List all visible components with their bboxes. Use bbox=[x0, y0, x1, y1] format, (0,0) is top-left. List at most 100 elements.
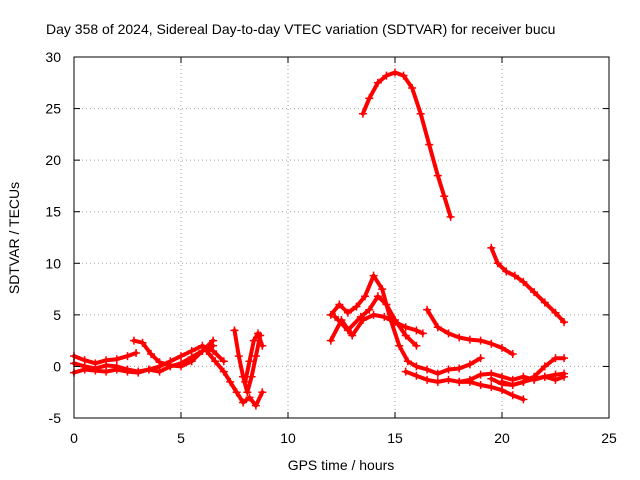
data-point bbox=[416, 109, 425, 118]
y-tick-label: 0 bbox=[53, 358, 61, 374]
y-axis-title: SDTVAR / TECUs bbox=[6, 182, 22, 294]
data-point bbox=[326, 336, 335, 345]
series-arc-3 bbox=[129, 336, 218, 371]
data-point bbox=[138, 338, 147, 347]
series-arc-1 bbox=[70, 349, 141, 368]
data-point bbox=[519, 395, 528, 404]
series-track bbox=[360, 70, 453, 219]
data-point bbox=[508, 350, 517, 359]
data-point bbox=[401, 367, 410, 376]
data-point bbox=[123, 352, 132, 361]
data-point bbox=[433, 369, 442, 378]
data-point bbox=[241, 377, 250, 386]
data-point bbox=[335, 300, 344, 309]
data-point bbox=[187, 346, 196, 355]
data-point bbox=[378, 285, 387, 294]
data-point bbox=[425, 140, 434, 149]
data-point bbox=[440, 192, 449, 201]
data-point bbox=[391, 316, 399, 325]
data-point bbox=[245, 357, 254, 366]
data-point bbox=[369, 271, 378, 280]
data-point bbox=[493, 259, 502, 268]
data-point bbox=[230, 326, 239, 335]
y-tick-label: -5 bbox=[49, 410, 62, 426]
data-point bbox=[132, 349, 141, 358]
data-point bbox=[401, 323, 410, 332]
data-point bbox=[365, 305, 374, 314]
data-point bbox=[258, 388, 267, 397]
data-point bbox=[226, 377, 235, 386]
data-point bbox=[487, 374, 496, 383]
y-tick-label: 25 bbox=[45, 101, 61, 117]
data-point bbox=[455, 333, 464, 342]
data-point bbox=[476, 370, 485, 379]
data-point bbox=[455, 377, 464, 386]
series-arc-12 bbox=[423, 305, 517, 359]
data-point bbox=[551, 308, 560, 317]
x-tick-label: 25 bbox=[601, 430, 617, 446]
data-point bbox=[258, 341, 267, 350]
data-point bbox=[251, 401, 260, 410]
data-point bbox=[412, 341, 421, 350]
series-arc-14 bbox=[487, 243, 569, 327]
y-tick-label: 20 bbox=[45, 152, 61, 168]
data-point bbox=[433, 377, 442, 386]
data-point bbox=[254, 329, 263, 338]
data-point bbox=[403, 357, 412, 366]
data-point bbox=[519, 277, 528, 286]
data-point bbox=[202, 346, 211, 355]
data-point bbox=[352, 302, 361, 311]
data-point bbox=[177, 362, 185, 371]
data-point bbox=[412, 362, 421, 371]
data-point bbox=[369, 310, 378, 319]
chart-title: Day 358 of 2024, Sidereal Day-to-day VTE… bbox=[46, 21, 555, 37]
data-point bbox=[433, 323, 442, 332]
data-point bbox=[112, 362, 121, 371]
plot-frame bbox=[73, 56, 610, 419]
data-point bbox=[465, 375, 474, 384]
data-point bbox=[401, 331, 410, 340]
x-tick-label: 5 bbox=[177, 430, 185, 446]
data-point bbox=[551, 354, 560, 363]
series-track bbox=[333, 294, 419, 348]
x-axis-title: GPS time / hours bbox=[288, 457, 395, 473]
data-point bbox=[508, 380, 517, 389]
axis-ticks bbox=[73, 56, 610, 419]
data-point bbox=[399, 71, 408, 80]
data-point bbox=[560, 369, 569, 378]
data-point bbox=[91, 364, 100, 373]
data-point bbox=[455, 364, 464, 373]
data-point bbox=[560, 354, 569, 363]
data-point bbox=[219, 357, 228, 366]
data-point bbox=[343, 308, 352, 317]
data-point bbox=[102, 361, 111, 370]
data-point bbox=[144, 365, 153, 374]
data-point bbox=[519, 377, 528, 386]
data-point bbox=[423, 365, 432, 374]
data-point bbox=[80, 362, 89, 371]
data-point bbox=[540, 298, 549, 307]
y-tick-label: 10 bbox=[45, 255, 61, 271]
data-point bbox=[476, 354, 485, 363]
data-point bbox=[251, 352, 260, 361]
data-point bbox=[123, 365, 132, 374]
y-tick-label: 15 bbox=[45, 204, 61, 220]
data-point bbox=[112, 355, 121, 364]
data-point bbox=[391, 68, 399, 77]
data-point bbox=[234, 352, 243, 361]
y-tick-labels: -5 0 5 10 15 20 25 30 bbox=[45, 49, 61, 426]
data-point bbox=[373, 292, 382, 301]
data-point bbox=[147, 350, 156, 359]
data-point bbox=[166, 357, 175, 366]
data-point bbox=[245, 393, 254, 402]
data-point bbox=[209, 336, 218, 345]
data-point bbox=[408, 83, 417, 92]
data-point bbox=[239, 398, 248, 407]
y-tick-label: 5 bbox=[53, 307, 61, 323]
data-point bbox=[487, 243, 496, 252]
data-point bbox=[510, 271, 519, 280]
data-point bbox=[498, 379, 506, 388]
x-tick-label: 10 bbox=[280, 430, 296, 446]
data-point bbox=[508, 391, 517, 400]
